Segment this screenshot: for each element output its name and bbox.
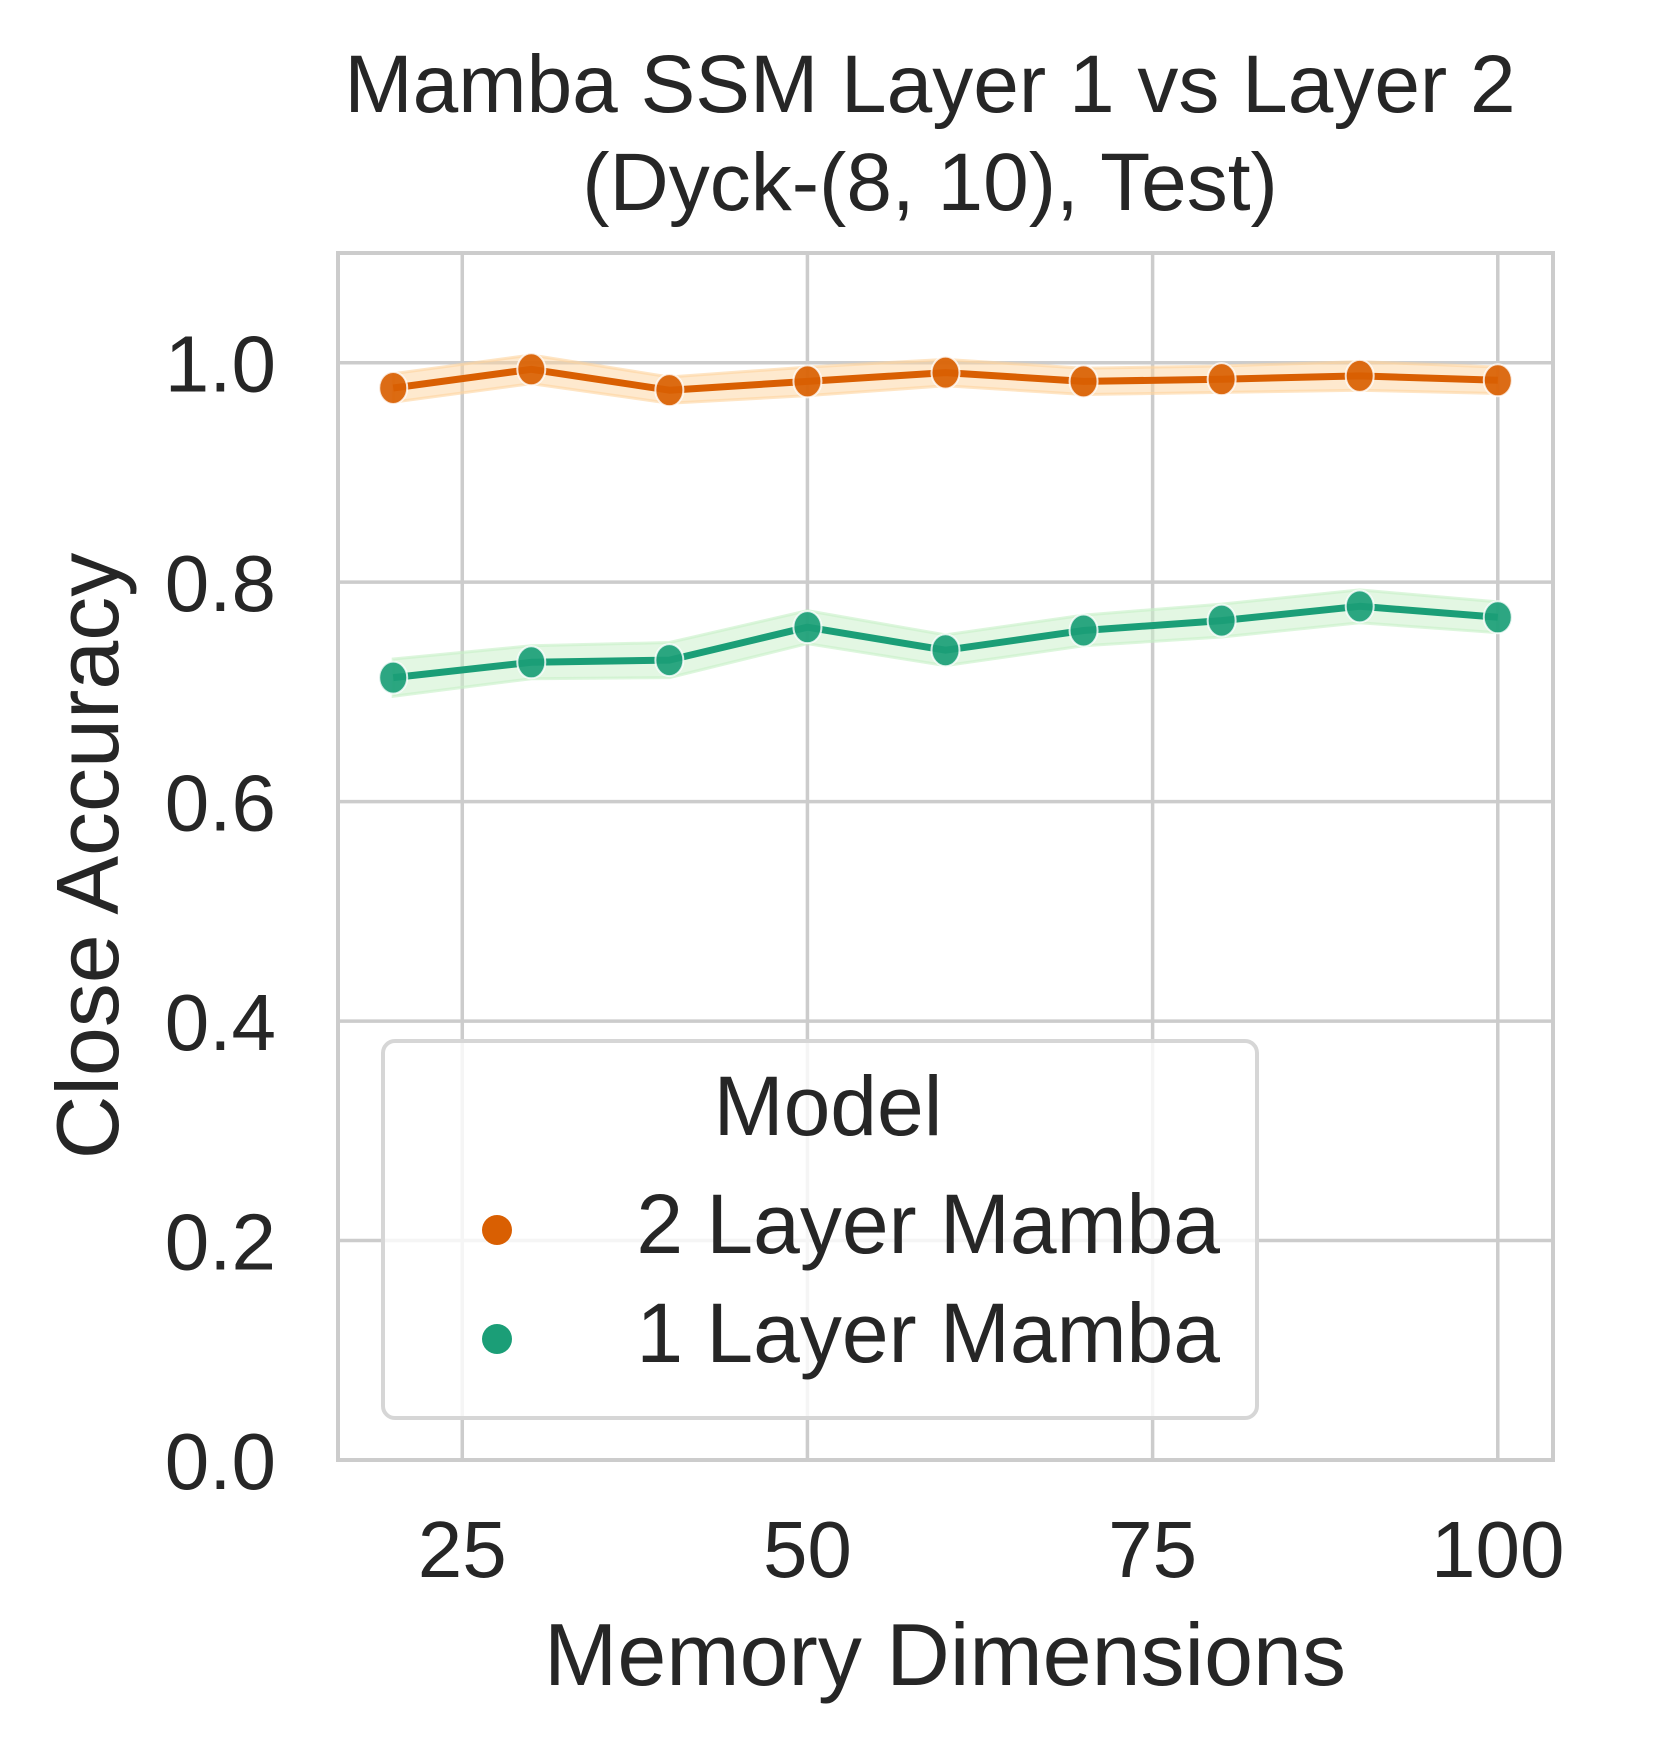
- series-points: [378, 352, 1513, 695]
- y-tick-label: 0.2: [165, 1198, 276, 1287]
- plot-frame: [336, 251, 1555, 1462]
- chart-subtitle: (Dyck-(8, 10), Test): [582, 137, 1278, 228]
- point-1-layer-mamba: [1344, 589, 1375, 624]
- legend-entry-2-layer: 2 Layer Mamba: [636, 1177, 1220, 1271]
- y-tick-label: 0.4: [165, 978, 276, 1067]
- point-2-layer-mamba: [654, 373, 685, 408]
- y-axis-ticks: 0.0 0.2 0.4 0.6 0.8 1.0: [165, 320, 276, 1506]
- point-1-layer-mamba: [1068, 613, 1099, 648]
- legend-box: [381, 1039, 1259, 1420]
- point-2-layer-mamba: [516, 352, 547, 387]
- point-1-layer-mamba: [378, 660, 409, 695]
- y-tick-label: 0.6: [165, 759, 276, 848]
- point-1-layer-mamba: [1206, 603, 1237, 638]
- legend-entry-1-layer: 1 Layer Mamba: [636, 1286, 1220, 1380]
- x-axis-ticks: 25 50 75 100: [418, 1505, 1565, 1594]
- chart-title: Mamba SSM Layer 1 vs Layer 2: [344, 39, 1515, 130]
- y-tick-label: 0.0: [165, 1417, 276, 1506]
- point-1-layer-mamba: [516, 645, 547, 680]
- y-tick-label: 0.8: [165, 539, 276, 628]
- x-tick-label: 75: [1108, 1505, 1197, 1594]
- y-tick-label: 1.0: [165, 320, 276, 409]
- point-1-layer-mamba: [1482, 600, 1513, 635]
- point-1-layer-mamba: [930, 633, 961, 668]
- point-2-layer-mamba: [792, 364, 823, 399]
- y-axis-label: Close Accuracy: [38, 553, 137, 1159]
- x-axis-label: Memory Dimensions: [544, 1605, 1346, 1704]
- point-1-layer-mamba: [654, 643, 685, 678]
- legend: Model 2 Layer Mamba 1 Layer Mamba: [381, 1039, 1259, 1420]
- legend-title: Model: [714, 1059, 943, 1153]
- legend-marker-2-layer: [482, 1215, 512, 1245]
- point-2-layer-mamba: [1344, 358, 1375, 393]
- x-tick-label: 50: [763, 1505, 852, 1594]
- point-2-layer-mamba: [378, 370, 409, 405]
- x-tick-label: 25: [418, 1505, 507, 1594]
- point-1-layer-mamba: [792, 610, 823, 645]
- point-2-layer-mamba: [1482, 363, 1513, 398]
- point-2-layer-mamba: [930, 355, 961, 390]
- point-2-layer-mamba: [1206, 362, 1237, 397]
- x-tick-label: 100: [1431, 1505, 1564, 1594]
- point-2-layer-mamba: [1068, 364, 1099, 399]
- legend-marker-1-layer: [482, 1324, 512, 1354]
